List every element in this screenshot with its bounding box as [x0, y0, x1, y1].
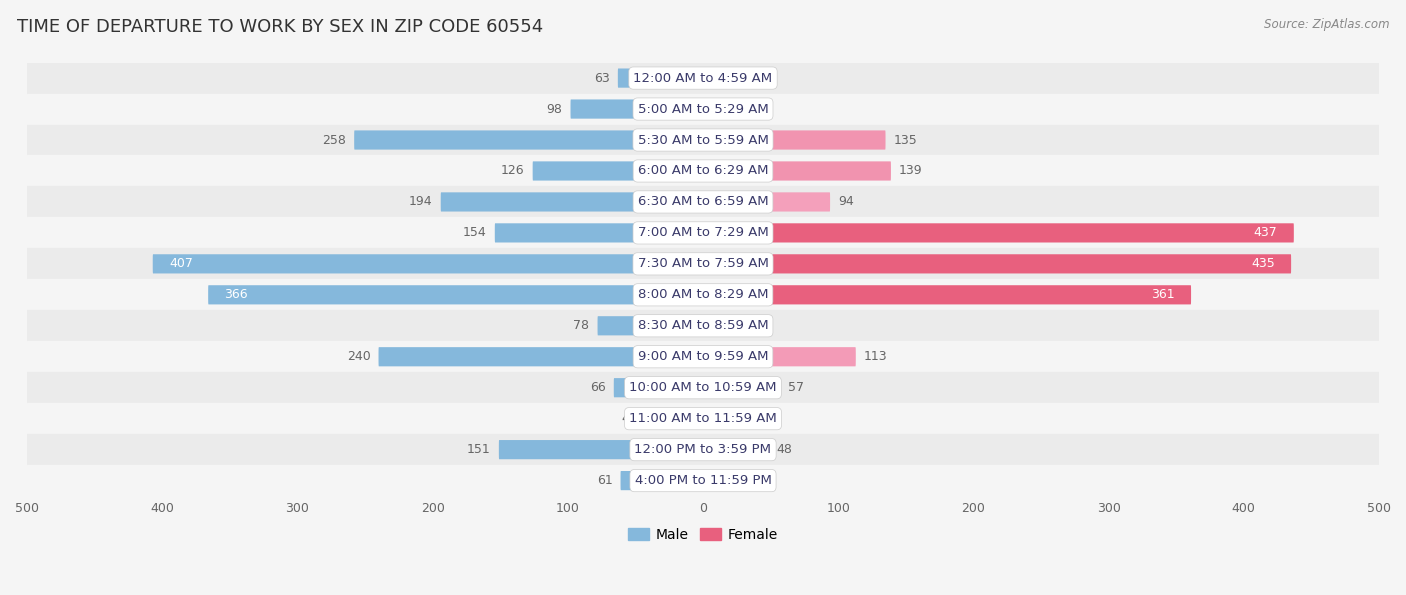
Bar	[27, 403, 1379, 434]
FancyBboxPatch shape	[533, 161, 703, 180]
FancyBboxPatch shape	[208, 285, 703, 305]
Text: 139: 139	[898, 164, 922, 177]
Text: 6:00 AM to 6:29 AM: 6:00 AM to 6:29 AM	[638, 164, 768, 177]
Bar	[27, 279, 1379, 311]
Text: 12:00 AM to 4:59 AM: 12:00 AM to 4:59 AM	[634, 71, 772, 84]
Text: 10:00 AM to 10:59 AM: 10:00 AM to 10:59 AM	[630, 381, 776, 394]
FancyBboxPatch shape	[703, 378, 780, 397]
Bar	[27, 93, 1379, 124]
Text: 43: 43	[621, 412, 637, 425]
Text: 63: 63	[593, 71, 610, 84]
Text: 5:00 AM to 5:29 AM: 5:00 AM to 5:29 AM	[638, 102, 768, 115]
Bar	[27, 155, 1379, 186]
FancyBboxPatch shape	[703, 254, 1291, 274]
Bar	[27, 434, 1379, 465]
FancyBboxPatch shape	[614, 378, 703, 397]
Text: 11: 11	[725, 412, 742, 425]
FancyBboxPatch shape	[703, 223, 1294, 243]
Text: 6:30 AM to 6:59 AM: 6:30 AM to 6:59 AM	[638, 195, 768, 208]
Text: 258: 258	[322, 133, 346, 146]
Bar	[27, 186, 1379, 217]
Text: 11:00 AM to 11:59 AM: 11:00 AM to 11:59 AM	[628, 412, 778, 425]
FancyBboxPatch shape	[703, 130, 886, 149]
Bar	[27, 124, 1379, 155]
FancyBboxPatch shape	[378, 347, 703, 367]
Text: 7:00 AM to 7:29 AM: 7:00 AM to 7:29 AM	[638, 227, 768, 239]
Bar	[27, 372, 1379, 403]
Text: 66: 66	[591, 381, 606, 394]
Bar	[27, 62, 1379, 93]
Text: 13: 13	[728, 320, 744, 332]
FancyBboxPatch shape	[598, 316, 703, 336]
FancyBboxPatch shape	[354, 130, 703, 149]
Text: 113: 113	[863, 350, 887, 364]
Text: 135: 135	[894, 133, 917, 146]
FancyBboxPatch shape	[703, 192, 830, 212]
FancyBboxPatch shape	[620, 471, 703, 490]
Text: 407: 407	[169, 258, 193, 270]
Text: 8:30 AM to 8:59 AM: 8:30 AM to 8:59 AM	[638, 320, 768, 332]
Bar	[27, 311, 1379, 342]
FancyBboxPatch shape	[703, 285, 1191, 305]
Text: 61: 61	[596, 474, 613, 487]
Text: 94: 94	[838, 195, 853, 208]
FancyBboxPatch shape	[571, 99, 703, 118]
Text: 78: 78	[574, 320, 589, 332]
Text: 57: 57	[789, 381, 804, 394]
Text: 5:30 AM to 5:59 AM: 5:30 AM to 5:59 AM	[637, 133, 769, 146]
FancyBboxPatch shape	[703, 440, 768, 459]
Text: 126: 126	[501, 164, 524, 177]
Text: 194: 194	[409, 195, 433, 208]
Text: 12:00 PM to 3:59 PM: 12:00 PM to 3:59 PM	[634, 443, 772, 456]
FancyBboxPatch shape	[703, 471, 728, 490]
Text: 9:00 AM to 9:59 AM: 9:00 AM to 9:59 AM	[638, 350, 768, 364]
Text: 48: 48	[776, 443, 792, 456]
Text: 7:30 AM to 7:59 AM: 7:30 AM to 7:59 AM	[637, 258, 769, 270]
Text: TIME OF DEPARTURE TO WORK BY SEX IN ZIP CODE 60554: TIME OF DEPARTURE TO WORK BY SEX IN ZIP …	[17, 18, 543, 36]
Text: 366: 366	[225, 289, 247, 301]
Bar	[27, 248, 1379, 279]
FancyBboxPatch shape	[617, 68, 703, 87]
Text: 437: 437	[1254, 227, 1278, 239]
FancyBboxPatch shape	[153, 254, 703, 274]
FancyBboxPatch shape	[645, 409, 703, 428]
Text: 13: 13	[728, 71, 744, 84]
FancyBboxPatch shape	[703, 68, 721, 87]
Text: 98: 98	[547, 102, 562, 115]
FancyBboxPatch shape	[703, 161, 891, 180]
Text: 240: 240	[347, 350, 370, 364]
FancyBboxPatch shape	[499, 440, 703, 459]
Text: 4:00 PM to 11:59 PM: 4:00 PM to 11:59 PM	[634, 474, 772, 487]
Bar	[27, 465, 1379, 496]
FancyBboxPatch shape	[495, 223, 703, 243]
Text: 151: 151	[467, 443, 491, 456]
Bar	[27, 217, 1379, 248]
Text: Source: ZipAtlas.com: Source: ZipAtlas.com	[1264, 18, 1389, 31]
FancyBboxPatch shape	[703, 347, 856, 367]
Text: 8:00 AM to 8:29 AM: 8:00 AM to 8:29 AM	[638, 289, 768, 301]
Text: 19: 19	[737, 474, 752, 487]
Legend: Male, Female: Male, Female	[623, 522, 783, 547]
Bar	[27, 342, 1379, 372]
Text: 154: 154	[463, 227, 486, 239]
FancyBboxPatch shape	[703, 316, 721, 336]
Text: 0: 0	[711, 102, 718, 115]
FancyBboxPatch shape	[703, 409, 718, 428]
Text: 435: 435	[1251, 258, 1275, 270]
Text: 361: 361	[1152, 289, 1175, 301]
FancyBboxPatch shape	[440, 192, 703, 212]
